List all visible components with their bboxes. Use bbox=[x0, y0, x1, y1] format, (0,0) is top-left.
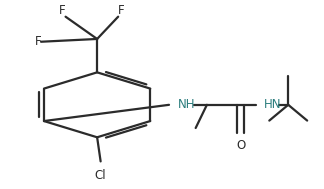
Text: HN: HN bbox=[264, 98, 281, 111]
Text: F: F bbox=[118, 4, 125, 17]
Text: Cl: Cl bbox=[95, 169, 107, 182]
Text: O: O bbox=[236, 139, 245, 152]
Text: NH: NH bbox=[178, 98, 195, 111]
Text: F: F bbox=[34, 35, 41, 48]
Text: F: F bbox=[59, 4, 65, 17]
